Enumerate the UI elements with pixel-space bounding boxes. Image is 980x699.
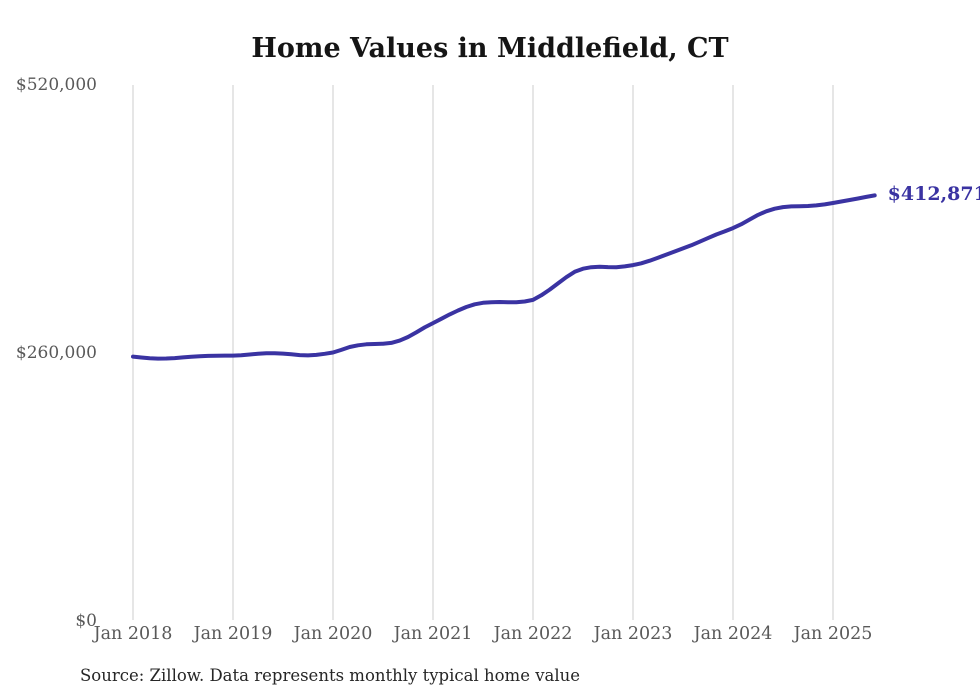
x-tick-label: Jan 2025 bbox=[793, 624, 873, 644]
source-note: Source: Zillow. Data represents monthly … bbox=[80, 666, 581, 685]
x-tick-label: Jan 2021 bbox=[393, 624, 473, 644]
year-gridlines bbox=[132, 85, 834, 620]
chart-title: Home Values in Middlefield, CT bbox=[251, 33, 729, 64]
x-tick-label: Jan 2018 bbox=[93, 624, 173, 644]
x-tick-label: Jan 2019 bbox=[193, 624, 273, 644]
home-value-line-series bbox=[131, 193, 877, 361]
x-tick-label: Jan 2022 bbox=[493, 624, 573, 644]
x-tick-label: Jan 2023 bbox=[593, 624, 673, 644]
y-tick-label: $520,000 bbox=[15, 75, 97, 95]
y-tick-label: $260,000 bbox=[15, 343, 97, 363]
x-tick-label: Jan 2020 bbox=[293, 624, 373, 644]
x-tick-label: Jan 2024 bbox=[693, 624, 773, 644]
series-end-value-label: $412,871 bbox=[887, 183, 980, 206]
y-tick-label: $0 bbox=[75, 611, 97, 631]
